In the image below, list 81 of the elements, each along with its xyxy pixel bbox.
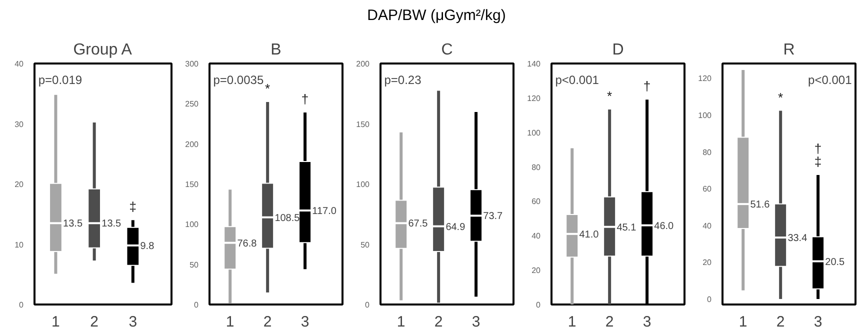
y-tick-label: 0 [365, 300, 370, 310]
chart-title: Group A [73, 42, 132, 58]
annotation: p=0.23 [384, 73, 422, 88]
x-tick-label: 3 [128, 314, 138, 327]
annotation: * [265, 81, 270, 96]
text: 45.1 [616, 222, 636, 234]
annotation: p<0.001 [808, 73, 852, 88]
annotation: p<0.001 [555, 73, 600, 88]
y-tick-label: 200 [356, 60, 370, 68]
chart-title: B [270, 42, 282, 58]
x-tick-label: 2 [263, 314, 272, 327]
y-tick-label: 140 [527, 60, 542, 68]
text: 64.9 [446, 222, 466, 233]
chart-title: R [783, 42, 795, 58]
chart-title: D [612, 42, 624, 58]
annotation: ‡ [129, 199, 137, 214]
y-tick-label: 20 [532, 266, 542, 276]
text: 51.6 [750, 200, 770, 211]
y-tick-label: 200 [185, 140, 200, 149]
x-tick-label: 1 [738, 314, 748, 327]
text: 46.0 [654, 220, 674, 232]
text: 13.5 [102, 218, 122, 230]
text: 9.8 [140, 240, 154, 252]
x-tick-label: 1 [396, 314, 406, 327]
text: 108.5 [274, 212, 300, 224]
x-tick-label: 3 [300, 314, 310, 327]
text: 20.5 [825, 256, 845, 268]
x-tick-label: 1 [52, 314, 60, 327]
x-tick-label: 2 [776, 314, 785, 327]
y-tick-label: 0 [536, 300, 542, 310]
x-tick-label: 2 [90, 314, 98, 327]
x-tick-label: 3 [642, 314, 652, 327]
x-tick-label: 2 [434, 314, 443, 327]
x-tick-label: 1 [226, 314, 234, 327]
y-tick-label: 0 [194, 300, 200, 310]
y-tick-label: 30 [14, 120, 24, 129]
y-tick-label: 20 [14, 180, 24, 189]
x-tick-label: 3 [814, 314, 822, 327]
text: 33.4 [788, 233, 808, 244]
text: 117.0 [312, 206, 336, 218]
y-tick-label: 60 [702, 184, 712, 194]
y-tick-label: 300 [185, 60, 200, 68]
annotation: p=0.019 [38, 73, 82, 88]
text: 76.8 [237, 238, 257, 250]
y-tick-label: 100 [527, 128, 542, 138]
text: 13.5 [63, 218, 83, 230]
annotation: p=0.0035 [213, 73, 264, 88]
annotation: † [301, 92, 309, 107]
y-axis-title: DAP/BW (μGym²/kg) [367, 6, 506, 26]
y-tick-label: 150 [356, 120, 370, 129]
annotation: † [814, 140, 822, 156]
text: 41.0 [579, 229, 599, 240]
y-tick-label: 120 [527, 94, 542, 103]
y-tick-label: 10 [14, 240, 24, 250]
annotation: * [607, 88, 612, 104]
y-tick-label: 80 [532, 162, 542, 172]
y-tick-label: 250 [185, 100, 200, 109]
annotation: * [778, 90, 784, 105]
annotation: ‡ [814, 154, 822, 169]
y-tick-label: 120 [698, 74, 712, 84]
y-tick-label: 60 [532, 197, 542, 206]
x-tick-label: 2 [605, 314, 614, 327]
y-tick-label: 150 [185, 180, 200, 189]
y-tick-label: 80 [702, 148, 712, 157]
y-tick-label: 100 [356, 180, 370, 189]
text: 73.7 [483, 211, 503, 222]
x-tick-label: 3 [472, 314, 480, 327]
y-tick-label: 0 [707, 294, 712, 304]
y-tick-label: 40 [532, 232, 542, 241]
annotation: † [643, 78, 651, 94]
chart-title: C [441, 42, 453, 58]
y-tick-label: 100 [185, 220, 200, 230]
y-tick-label: 50 [360, 240, 370, 250]
y-tick-label: 40 [14, 60, 24, 68]
x-tick-label: 1 [568, 314, 576, 327]
y-tick-label: 0 [19, 300, 24, 310]
y-tick-label: 40 [702, 221, 712, 230]
y-tick-label: 100 [698, 111, 712, 120]
y-tick-label: 50 [190, 260, 200, 270]
text: 67.5 [408, 218, 428, 230]
y-tick-label: 20 [702, 258, 712, 268]
